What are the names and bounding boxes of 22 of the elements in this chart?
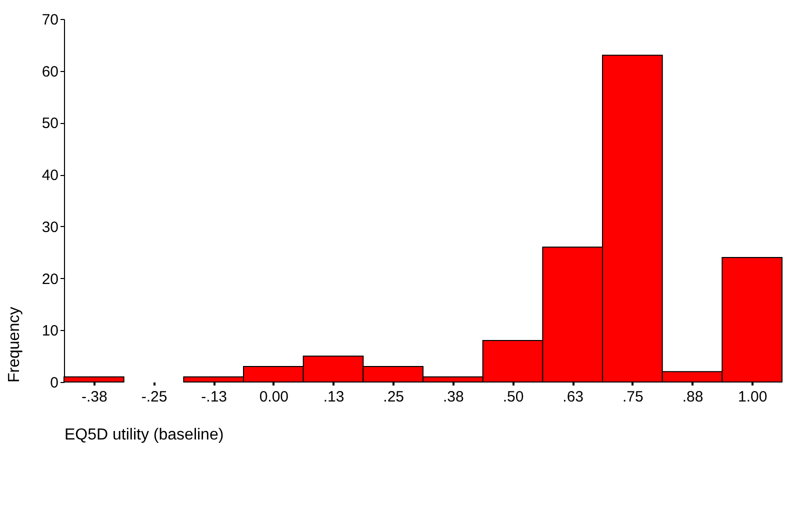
y-axis-title: Frequency — [6, 306, 23, 382]
x-tick-label: 1.00 — [738, 388, 768, 406]
x-tick-label: .63 — [562, 388, 584, 406]
y-tick-label: 30 — [42, 218, 58, 236]
y-tick-label: 50 — [42, 115, 58, 132]
x-tick-label: -.25 — [141, 388, 168, 406]
y-tick-label: 10 — [42, 322, 58, 340]
x-tick-label: -.13 — [201, 388, 228, 406]
y-tick-label: 60 — [42, 63, 58, 80]
x-tick-label: -.38 — [81, 388, 108, 406]
y-tick-label: 20 — [42, 270, 58, 288]
x-axis-title: EQ5D utility (baseline) — [64, 426, 224, 444]
x-tick-label: .88 — [682, 388, 704, 406]
x-tick-label: .25 — [383, 388, 404, 406]
x-tick-label: .50 — [502, 388, 524, 406]
y-tick-label: 0 — [50, 374, 58, 392]
y-tick-label: 70 — [42, 12, 58, 28]
x-tick-label: .13 — [323, 388, 344, 406]
x-tick-label: 0.00 — [259, 388, 289, 406]
y-tick-label: 40 — [42, 167, 58, 184]
x-tick-label: .75 — [622, 388, 644, 406]
x-tick-label: .38 — [442, 388, 464, 406]
